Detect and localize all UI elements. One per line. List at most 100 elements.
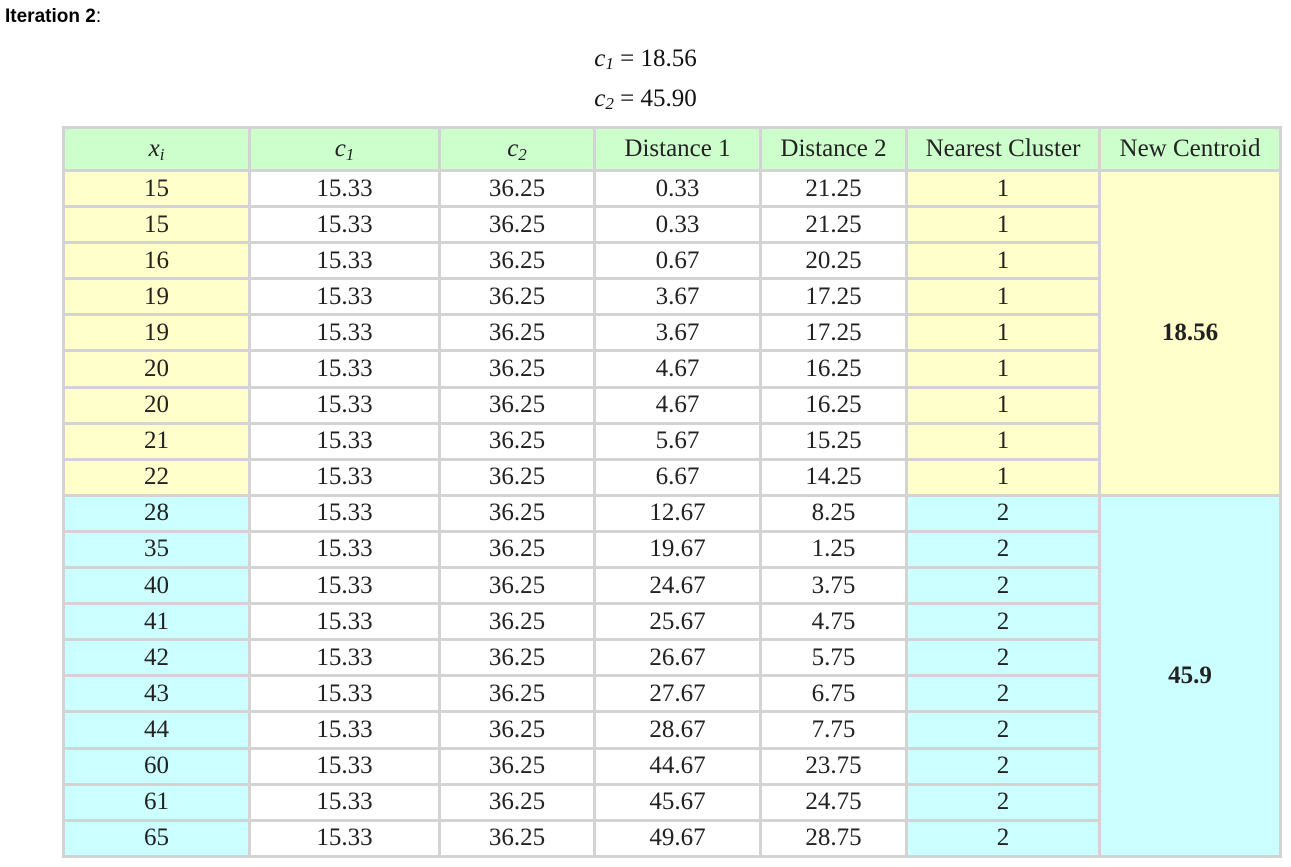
cell-c2: 36.25 [441,316,593,350]
cell-xi: 43 [65,677,248,711]
cell-c2: 36.25 [441,641,593,675]
table-row: 22 15.33 36.25 6.67 14.25 1 [65,460,1279,494]
cell-distance-1: 27.67 [596,677,759,711]
cell-nearest-cluster: 2 [908,605,1098,639]
cell-c2: 36.25 [441,460,593,494]
cell-distance-1: 19.67 [596,532,759,567]
kmeans-iteration-table: xi c1 c2 Distance 1 Distance 2 Nearest C… [62,126,1282,858]
table-row: 40 15.33 36.25 24.67 3.75 2 [65,569,1279,603]
cell-xi: 20 [65,388,248,422]
cell-c1: 15.33 [251,785,438,819]
cell-c1: 15.33 [251,172,438,206]
cell-xi: 40 [65,569,248,603]
cell-distance-2: 16.25 [762,388,905,422]
cell-c1: 15.33 [251,821,438,855]
cell-nearest-cluster: 1 [908,280,1098,314]
table-row: 65 15.33 36.25 49.67 28.75 2 [65,821,1279,855]
table-row: 42 15.33 36.25 26.67 5.75 2 [65,641,1279,675]
cell-nearest-cluster: 2 [908,532,1098,567]
header-distance-2: Distance 2 [762,129,905,169]
header-nearest-cluster: Nearest Cluster [908,129,1098,169]
cell-distance-2: 1.25 [762,532,905,567]
cell-distance-1: 12.67 [596,496,759,530]
table-row: 60 15.33 36.25 44.67 23.75 2 [65,749,1279,783]
cell-xi: 41 [65,605,248,639]
cell-xi: 16 [65,244,248,278]
cell-nearest-cluster: 1 [908,172,1098,206]
table-row: 15 15.33 36.25 0.33 21.25 1 18.56 [65,172,1279,494]
cell-distance-1: 26.67 [596,641,759,675]
table-row: 44 15.33 36.25 28.67 7.75 2 [65,713,1279,747]
table-row: 19 15.33 36.25 3.67 17.25 1 [65,316,1279,350]
table-row: 28 15.33 36.25 12.67 8.25 2 45.9 [65,496,1279,855]
cell-xi: 15 [65,172,248,206]
cell-distance-2: 24.75 [762,785,905,819]
cell-distance-1: 28.67 [596,713,759,747]
cell-distance-1: 4.67 [596,388,759,422]
c1-symbol: c1 [594,45,614,73]
table-row: 41 15.33 36.25 25.67 4.75 2 [65,605,1279,639]
cell-nearest-cluster: 2 [908,713,1098,747]
cell-c1: 15.33 [251,641,438,675]
cell-new-centroid: 45.9 [1101,496,1279,855]
cell-xi: 22 [65,460,248,494]
cell-c1: 15.33 [251,677,438,711]
header-new-centroid: New Centroid [1101,129,1279,169]
cell-c2: 36.25 [441,208,593,242]
cell-nearest-cluster: 1 [908,244,1098,278]
cell-distance-1: 6.67 [596,460,759,494]
cell-c2: 36.25 [441,244,593,278]
cell-nearest-cluster: 1 [908,424,1098,458]
cell-c1: 15.33 [251,460,438,494]
cell-c2: 36.25 [441,821,593,855]
cell-nearest-cluster: 1 [908,352,1098,386]
header-distance-1: Distance 1 [596,129,759,169]
cell-distance-1: 3.67 [596,280,759,314]
cell-xi: 61 [65,785,248,819]
cell-nearest-cluster: 1 [908,208,1098,242]
cell-nearest-cluster: 2 [908,641,1098,675]
cell-c2: 36.25 [441,388,593,422]
cell-distance-1: 44.67 [596,749,759,783]
cell-nearest-cluster: 1 [908,460,1098,494]
cell-c2: 36.25 [441,785,593,819]
cell-distance-2: 17.25 [762,280,905,314]
cell-c2: 36.25 [441,280,593,314]
cell-c1: 15.33 [251,532,438,567]
cell-xi: 28 [65,496,248,530]
cell-c2: 36.25 [441,496,593,530]
cell-distance-2: 6.75 [762,677,905,711]
cell-distance-2: 23.75 [762,749,905,783]
cell-c1: 15.33 [251,352,438,386]
iteration-label: Iteration 2 [5,6,96,27]
cell-distance-1: 4.67 [596,352,759,386]
cell-c2: 36.25 [441,172,593,206]
c2-symbol: c2 [594,85,614,113]
cell-xi: 21 [65,424,248,458]
table-row: 19 15.33 36.25 3.67 17.25 1 [65,280,1279,314]
cell-distance-1: 5.67 [596,424,759,458]
cell-distance-2: 21.25 [762,172,905,206]
cell-c2: 36.25 [441,749,593,783]
cell-c1: 15.33 [251,424,438,458]
cell-distance-2: 7.75 [762,713,905,747]
cell-c1: 15.33 [251,280,438,314]
cell-c1: 15.33 [251,605,438,639]
cell-distance-2: 20.25 [762,244,905,278]
cell-distance-1: 45.67 [596,785,759,819]
cell-distance-2: 8.25 [762,496,905,530]
cell-distance-1: 25.67 [596,605,759,639]
c2-value: = 45.90 [620,85,697,112]
table-row: 21 15.33 36.25 5.67 15.25 1 [65,424,1279,458]
cell-distance-2: 21.25 [762,208,905,242]
header-c1: c1 [251,129,438,169]
cell-distance-1: 0.33 [596,172,759,206]
cell-c1: 15.33 [251,388,438,422]
cell-c1: 15.33 [251,316,438,350]
cell-xi: 44 [65,713,248,747]
table-row: 15 15.33 36.25 0.33 21.25 1 [65,208,1279,242]
cell-nearest-cluster: 2 [908,569,1098,603]
centroid-c1-line: c1 = 18.56 [0,45,1291,73]
cell-xi: 19 [65,280,248,314]
cell-distance-1: 24.67 [596,569,759,603]
